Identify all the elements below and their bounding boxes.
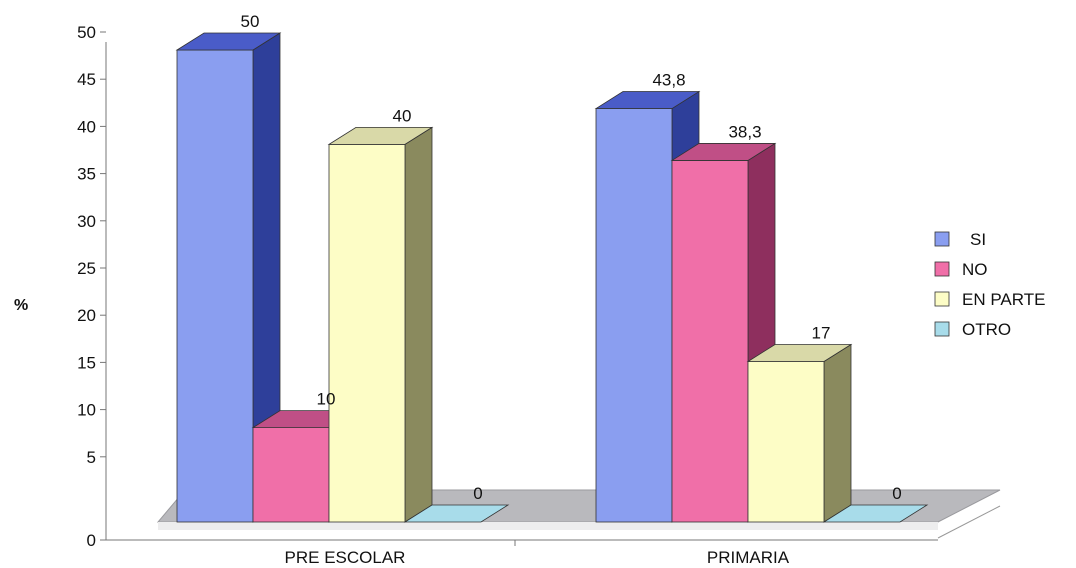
legend-label: OTRO [962,320,1011,339]
bar-no [670,142,777,523]
legend-swatch [934,321,950,337]
bars [175,32,929,523]
legend-label: SI [970,230,986,249]
y-tick-label: 45 [77,70,96,89]
bar-top [670,143,777,161]
data-label: 40 [393,106,412,125]
bar-front [595,108,673,523]
legend-swatch [934,261,950,277]
bar-otro [403,504,510,523]
data-label: 0 [473,484,482,503]
y-tick-label: 5 [87,448,96,467]
y-axis-label: % [14,297,28,314]
y-tick-label: 35 [77,165,96,184]
data-label: 38,3 [728,122,761,141]
y-tick-label: 0 [87,531,96,550]
data-label: 50 [241,12,260,31]
legend-item: NO [934,260,988,279]
y-tick-label: 40 [77,117,96,136]
legend-label: NO [962,260,988,279]
bar-top [594,91,701,109]
legend-item: EN PARTE [934,290,1045,309]
legend-label: EN PARTE [962,290,1045,309]
y-tick-label: 30 [77,212,96,231]
y-tick-label: 10 [77,401,96,420]
bar-top [822,504,929,523]
bar-top [746,344,853,362]
bar-front [747,361,825,523]
y-axis: 0 5 10 15 20 25 30 35 40 45 50 [77,23,938,550]
legend: SI NO EN PARTE OTRO [934,230,1045,339]
bar-front [328,143,406,523]
legend-swatch [934,291,950,307]
data-label: 17 [812,324,831,343]
bar-top [175,32,282,51]
x-tick-label: PRIMARIA [707,548,790,567]
y-tick-label: 25 [77,259,96,278]
data-labels: 50 10 40 0 43,8 38,3 17 0 [241,12,902,503]
bar-side [404,126,433,523]
bar-otro [822,504,929,523]
bar-top [403,504,510,523]
legend-swatch [934,231,950,247]
y-tick-label: 50 [77,23,96,42]
bar-front [176,49,254,523]
bar-si [175,32,282,523]
y-tick-label: 20 [77,306,96,325]
y-tick-label: 15 [77,353,96,372]
floor-depth-line [937,505,1001,539]
bar-front [252,427,330,523]
bar-top [327,127,434,145]
data-label: 10 [317,390,336,409]
data-label: 0 [892,484,901,503]
legend-item: SI [934,230,986,249]
legend-item: OTRO [934,320,1011,339]
bar-front [671,160,749,523]
bar-side [823,343,852,523]
floor-edge [158,522,938,530]
x-tick-label: PRE ESCOLAR [285,548,406,567]
x-axis: PRE ESCOLAR PRIMARIA [285,540,790,567]
bar-en-parte [327,126,434,523]
data-label: 43,8 [652,71,685,90]
bar-en-parte [746,343,853,523]
